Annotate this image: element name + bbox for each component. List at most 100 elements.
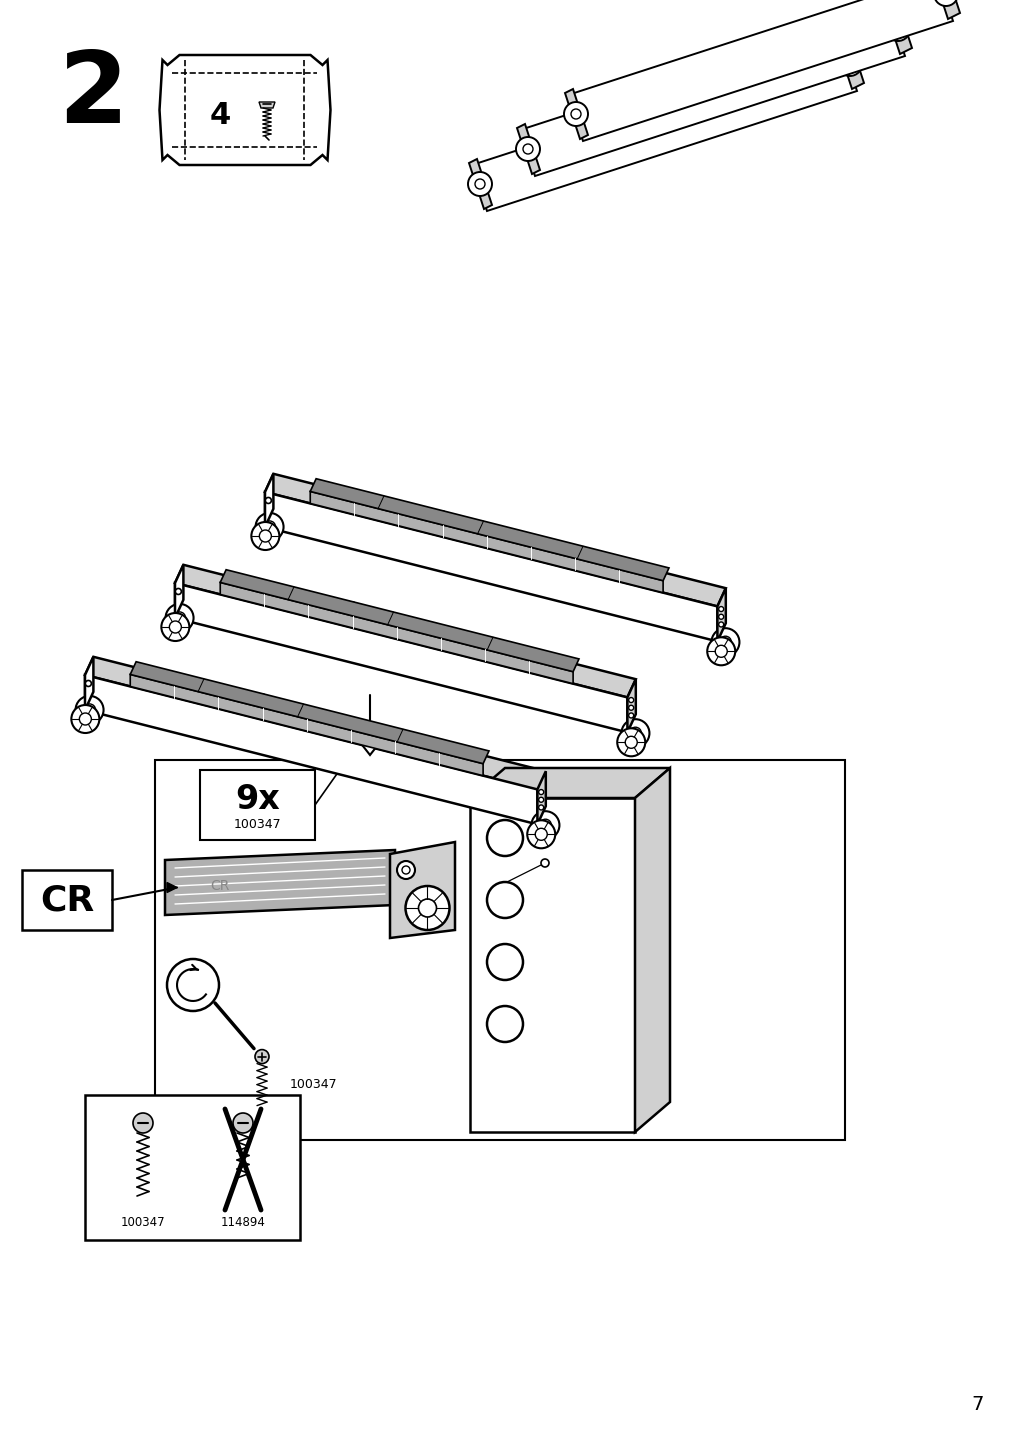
Bar (469, 798, 634, 1133)
Text: MT: MT (250, 693, 264, 703)
Circle shape (85, 680, 91, 686)
Circle shape (233, 1113, 253, 1133)
Circle shape (715, 646, 727, 657)
Polygon shape (175, 564, 183, 619)
Circle shape (617, 729, 645, 756)
Circle shape (132, 1113, 153, 1133)
Polygon shape (130, 674, 482, 776)
Polygon shape (836, 37, 863, 89)
Circle shape (161, 613, 189, 642)
Circle shape (474, 179, 484, 189)
Circle shape (844, 59, 854, 69)
Circle shape (628, 705, 633, 710)
Polygon shape (469, 768, 669, 798)
Circle shape (419, 899, 436, 916)
Circle shape (539, 819, 551, 831)
Circle shape (535, 828, 547, 841)
Circle shape (251, 523, 279, 550)
Bar (22, 871, 112, 929)
Polygon shape (468, 159, 491, 209)
Circle shape (405, 886, 449, 929)
Circle shape (840, 52, 844, 54)
Circle shape (933, 0, 957, 6)
Text: 100347: 100347 (234, 818, 281, 831)
Polygon shape (220, 583, 572, 683)
Circle shape (541, 859, 548, 866)
Circle shape (628, 713, 633, 717)
Polygon shape (220, 570, 578, 672)
Circle shape (486, 944, 523, 979)
Polygon shape (348, 727, 391, 755)
Polygon shape (517, 125, 540, 175)
Polygon shape (167, 882, 177, 892)
Polygon shape (265, 474, 725, 606)
Circle shape (563, 102, 587, 126)
Circle shape (255, 1050, 269, 1064)
Circle shape (718, 607, 723, 611)
Polygon shape (471, 44, 856, 211)
Polygon shape (85, 657, 93, 710)
Polygon shape (265, 474, 273, 527)
Circle shape (72, 705, 99, 733)
Polygon shape (564, 89, 587, 139)
Polygon shape (259, 102, 275, 107)
Text: 2: 2 (58, 46, 127, 143)
Circle shape (885, 17, 909, 42)
Text: 100347: 100347 (290, 1078, 338, 1091)
Circle shape (629, 727, 641, 739)
Polygon shape (389, 842, 455, 938)
Bar (85, 1095, 299, 1240)
Polygon shape (160, 54, 331, 165)
Circle shape (175, 589, 181, 594)
Circle shape (76, 696, 103, 725)
Text: 9x: 9x (235, 783, 280, 816)
Polygon shape (537, 772, 545, 825)
Circle shape (628, 697, 633, 703)
Bar (200, 770, 314, 841)
Polygon shape (520, 10, 904, 176)
Circle shape (79, 713, 91, 725)
Circle shape (166, 604, 193, 632)
Text: 114894: 114894 (220, 1216, 265, 1229)
Text: 7: 7 (971, 1396, 984, 1415)
Circle shape (718, 621, 723, 627)
Text: 100347: 100347 (120, 1216, 165, 1229)
Polygon shape (885, 1, 911, 54)
Circle shape (892, 24, 902, 34)
Circle shape (621, 719, 649, 748)
Circle shape (486, 882, 523, 918)
Circle shape (167, 959, 218, 1011)
Bar (155, 760, 844, 1140)
Polygon shape (165, 851, 394, 915)
Polygon shape (175, 564, 635, 697)
Circle shape (84, 705, 95, 716)
Circle shape (174, 611, 185, 624)
Circle shape (486, 1007, 523, 1042)
Text: CR: CR (210, 878, 229, 892)
Text: MT: MT (340, 601, 354, 611)
Polygon shape (175, 583, 627, 732)
Polygon shape (717, 589, 725, 642)
Circle shape (523, 145, 533, 155)
Circle shape (516, 137, 540, 160)
Circle shape (259, 530, 271, 541)
Polygon shape (634, 768, 669, 1133)
Circle shape (531, 811, 559, 839)
Text: CR: CR (39, 884, 94, 916)
Circle shape (837, 52, 861, 76)
Text: 4: 4 (209, 100, 231, 129)
Circle shape (401, 866, 409, 874)
Circle shape (719, 636, 731, 649)
Circle shape (625, 736, 637, 749)
Circle shape (538, 798, 543, 802)
Circle shape (538, 789, 543, 795)
Circle shape (888, 16, 892, 20)
Polygon shape (85, 674, 537, 825)
Circle shape (256, 513, 283, 541)
Circle shape (486, 821, 523, 856)
Circle shape (467, 172, 491, 196)
Polygon shape (932, 0, 959, 19)
Circle shape (527, 821, 555, 848)
Circle shape (169, 621, 181, 633)
Text: MT: MT (430, 510, 444, 520)
